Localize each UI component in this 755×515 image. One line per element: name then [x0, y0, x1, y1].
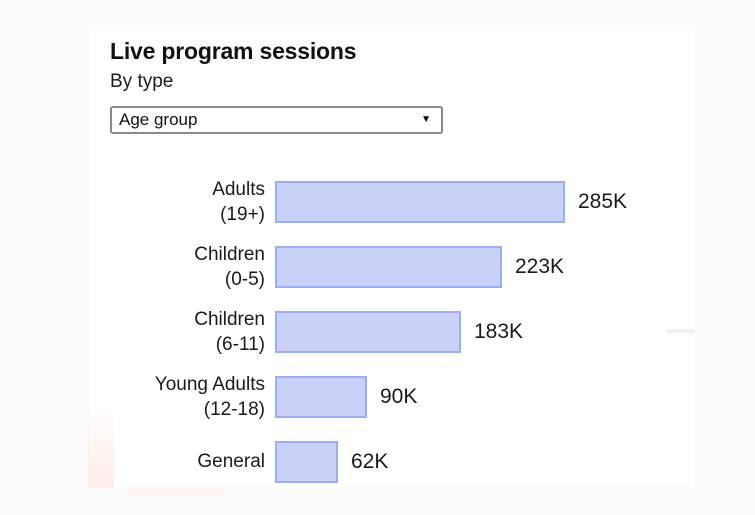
bar[interactable]	[275, 375, 367, 418]
value-label: 62K	[351, 449, 389, 473]
category-label: Adults (19+)	[212, 178, 265, 225]
chart-row: Children (6-11) 183K	[105, 299, 627, 364]
bar[interactable]	[275, 245, 502, 288]
chart-row: Adults (19+) 285K	[105, 169, 627, 234]
bar[interactable]	[275, 440, 338, 483]
value-label: 183K	[474, 319, 524, 343]
bar-chart: Adults (19+) 285K Children (0-5) 223K Children…	[105, 169, 627, 494]
page-title: Live program sessions	[110, 38, 357, 64]
chart-row: General 62K	[105, 429, 627, 494]
chart-card: Live program sessions By type Age group …	[90, 26, 695, 487]
bar[interactable]	[275, 180, 565, 223]
category-label: Children (0-5)	[194, 243, 265, 290]
type-dropdown[interactable]: Age group ▼	[110, 106, 443, 134]
value-label: 285K	[578, 189, 628, 213]
category-label: Children (6-11)	[194, 308, 265, 355]
category-label: General	[197, 451, 265, 472]
value-label: 223K	[515, 254, 565, 278]
chart-subtitle: By type	[110, 71, 174, 92]
chevron-down-icon: ▼	[421, 114, 431, 125]
category-label: Young Adults (12-18)	[154, 373, 265, 420]
chart-row: Children (0-5) 223K	[105, 234, 627, 299]
bar[interactable]	[275, 310, 461, 353]
value-label: 90K	[380, 384, 418, 408]
chart-row: Young Adults (12-18) 90K	[105, 364, 627, 429]
type-dropdown-value: Age group	[119, 110, 198, 129]
